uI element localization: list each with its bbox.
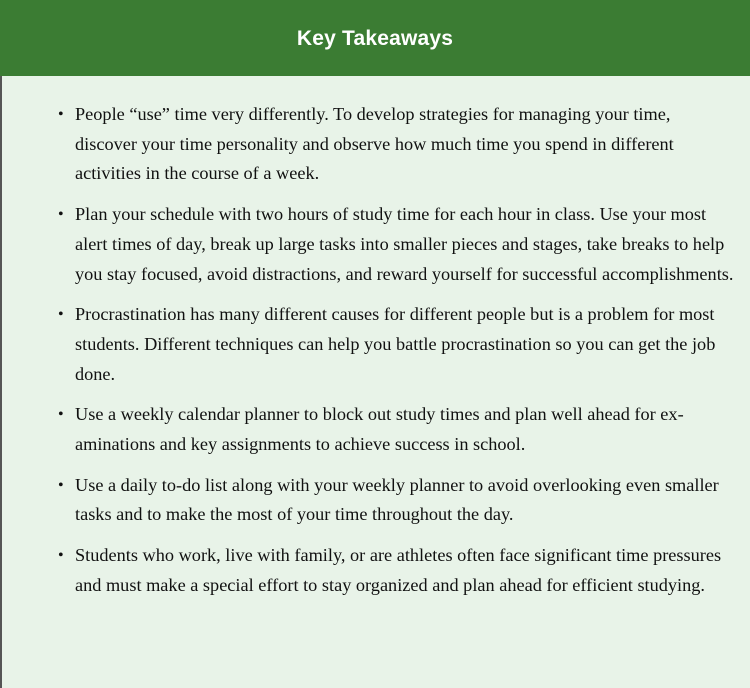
list-item: • People “use” time very differently. To… xyxy=(2,100,750,189)
bullet-icon: • xyxy=(58,406,64,424)
list-item-text: People “use” time very differently. To d… xyxy=(75,104,674,184)
list-item-text: Procrastination has many different cause… xyxy=(75,304,716,384)
list-item: • Students who work, live with family, o… xyxy=(2,541,750,600)
bullet-icon: • xyxy=(58,306,64,324)
list-item: • Plan your schedule with two hours of s… xyxy=(2,200,750,289)
list-item-text: Use a weekly calendar planner to block o… xyxy=(75,404,684,455)
list-item-text: Students who work, live with family, or … xyxy=(75,545,722,595)
takeaways-list: • People “use” time very differently. To… xyxy=(2,100,750,612)
list-item: • Use a weekly calendar planner to block… xyxy=(2,400,750,459)
list-item: • Use a daily to-do list along with your… xyxy=(2,471,750,530)
key-takeaways-header: Key Takeaways xyxy=(0,0,750,76)
bullet-icon: • xyxy=(58,206,64,224)
bullet-icon: • xyxy=(58,547,64,565)
key-takeaways-title: Key Takeaways xyxy=(296,27,454,50)
list-item-text: Plan your schedule with two hours of stu… xyxy=(75,204,734,284)
bullet-icon: • xyxy=(58,476,64,494)
list-item-text: Use a daily to-do list along with your w… xyxy=(75,474,719,525)
list-item: • Procrastination has many different cau… xyxy=(2,300,750,389)
bullet-icon: • xyxy=(58,106,64,123)
